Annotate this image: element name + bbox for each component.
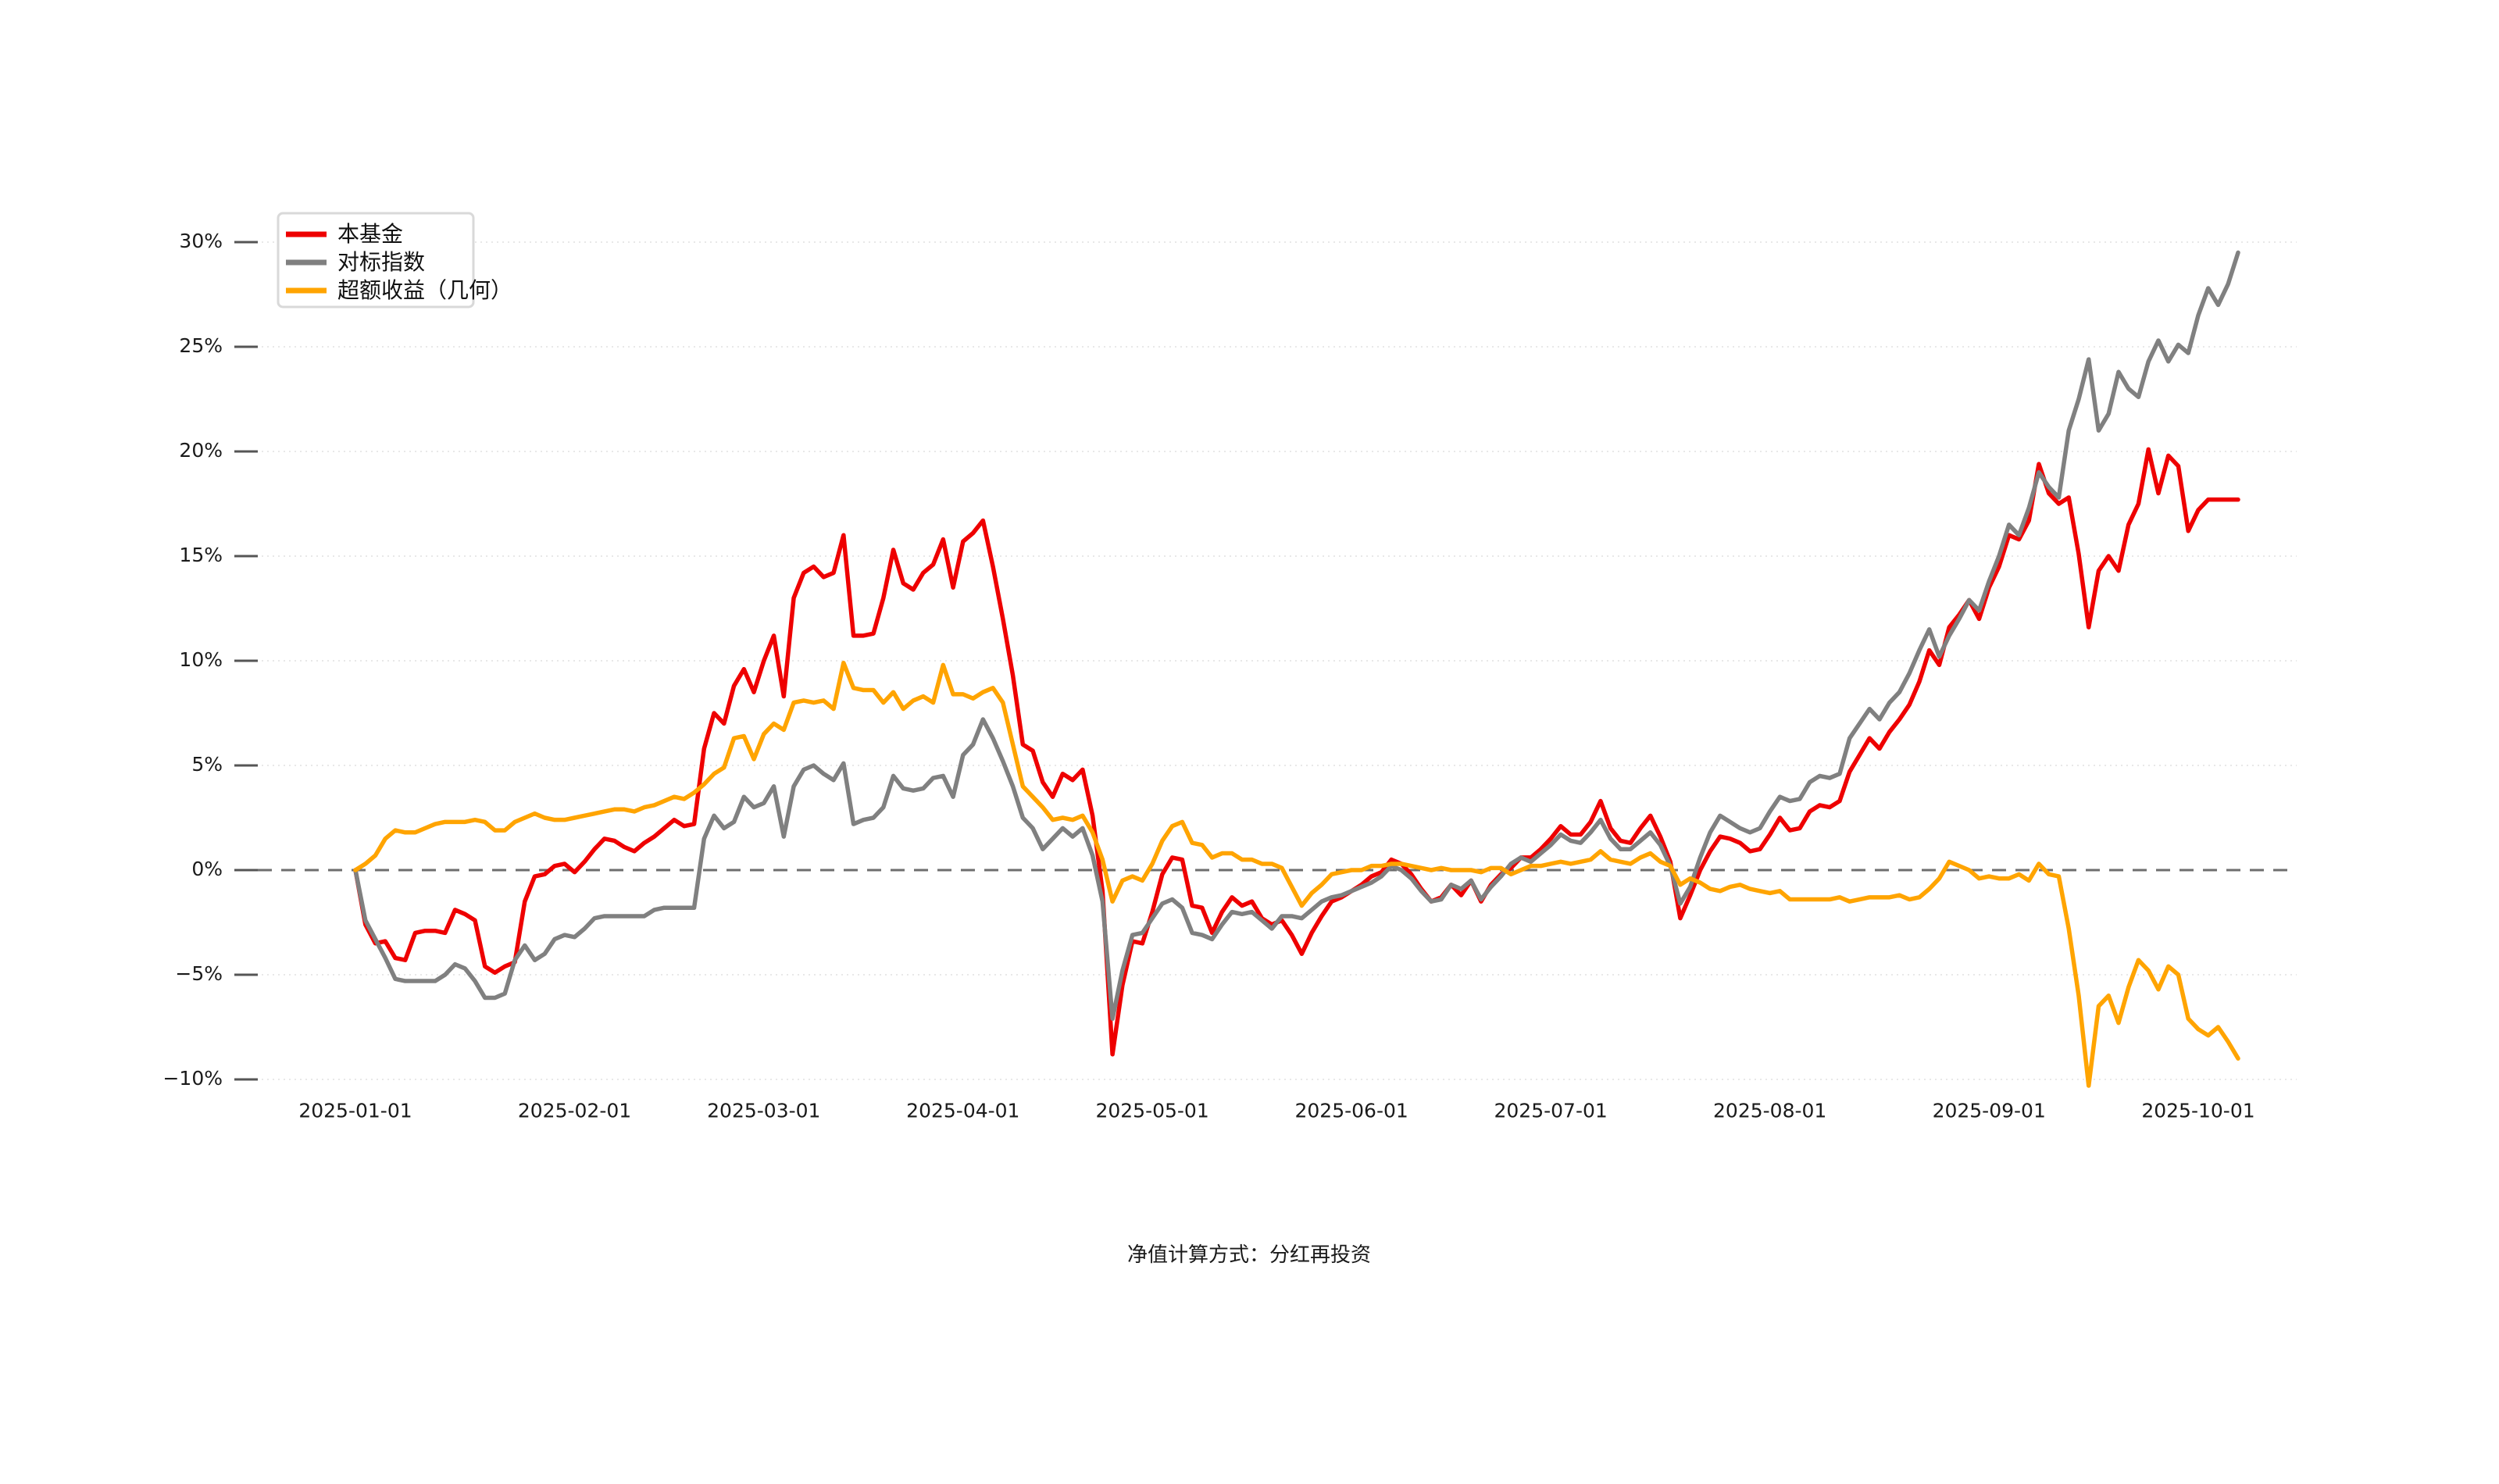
x-tick-label: 2025-01-01 (298, 1099, 412, 1122)
y-tick-label: 15% (179, 544, 223, 566)
y-tick-label: 30% (179, 230, 223, 252)
x-tick-label: 2025-03-01 (707, 1099, 820, 1122)
legend-box (277, 212, 475, 309)
x-tick-label: 2025-05-01 (1095, 1099, 1208, 1122)
y-tick-label: −10% (162, 1067, 223, 1090)
x-tick-label: 2025-09-01 (1933, 1099, 2046, 1122)
series-line-excess (353, 660, 2240, 1088)
x-axis-ticks: 2025-01-01 2025-02-01 2025-03-01 2025-04-01… (298, 1099, 2254, 1122)
x-tick-label: 2025-08-01 (1713, 1099, 1826, 1122)
y-tick-label: 0% (191, 858, 223, 880)
series-line-fund (353, 447, 2240, 1057)
legend-item-label[interactable]: 对标指数 (337, 249, 425, 275)
x-tick-label: 2025-02-01 (518, 1099, 631, 1122)
y-tick-label: 20% (179, 439, 223, 462)
footnote-text: 净值计算方式：分红再投资 (1127, 1243, 1371, 1267)
legend-item-label[interactable]: 超额收益（几何） (337, 277, 512, 303)
x-tick-label: 2025-04-01 (906, 1099, 1019, 1122)
x-tick-label: 2025-10-01 (2141, 1099, 2254, 1122)
series-lines (353, 250, 2240, 1088)
series-line-benchmark (353, 250, 2240, 1022)
y-gridlines (234, 241, 2297, 1080)
y-tick-label: 25% (179, 334, 223, 357)
legend-item-label[interactable]: 本基金 (337, 221, 403, 247)
y-tick-label: 5% (191, 753, 223, 776)
x-tick-label: 2025-06-01 (1294, 1099, 1408, 1122)
y-tick-label: 10% (179, 648, 223, 671)
y-tick-label: −5% (175, 962, 223, 985)
y-axis-ticks: 30% 25% 20% 15% 10% 5% 0% −5% −10% (162, 230, 258, 1090)
x-tick-label: 2025-07-01 (1494, 1099, 1608, 1122)
